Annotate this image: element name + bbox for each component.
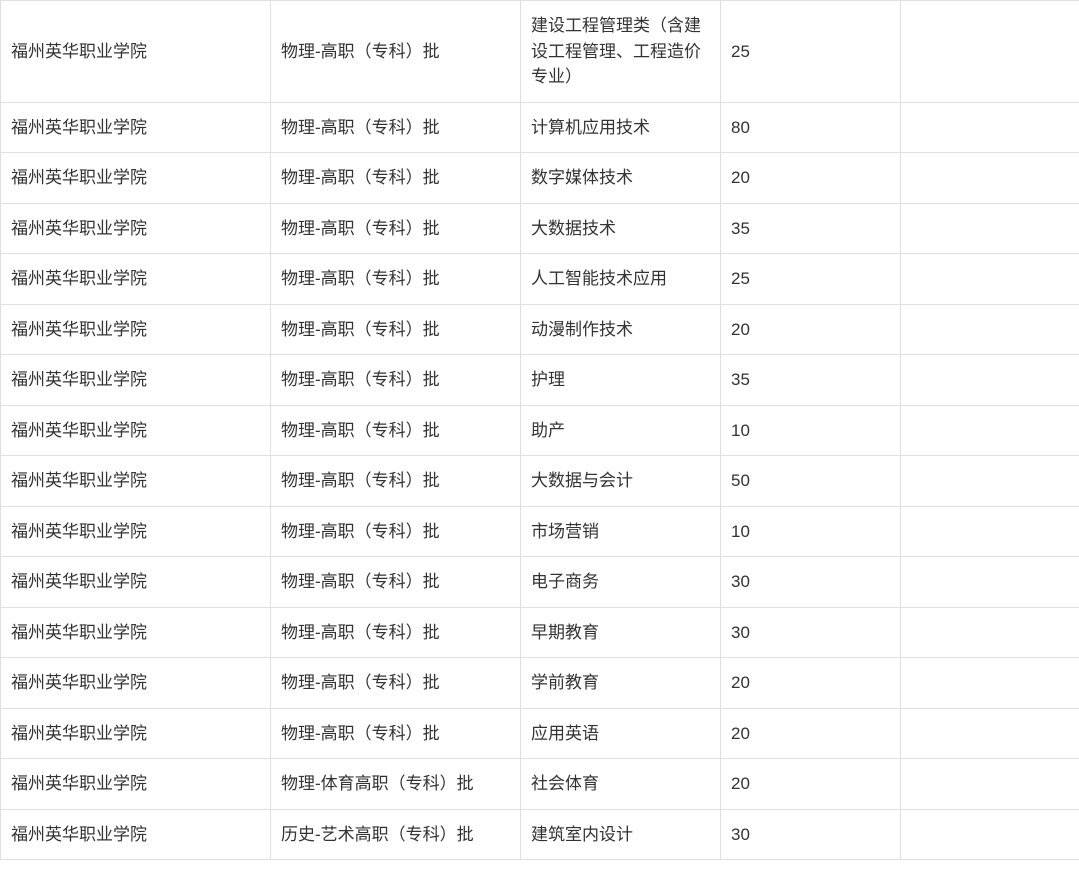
table-row: 福州英华职业学院物理-高职（专科）批计算机应用技术80 — [1, 102, 1079, 153]
cell-quota: 30 — [721, 607, 901, 658]
cell-batch: 物理-高职（专科）批 — [271, 607, 521, 658]
cell-quota: 35 — [721, 355, 901, 406]
table-row: 福州英华职业学院物理-高职（专科）批学前教育20 — [1, 658, 1079, 709]
cell-remark — [901, 203, 1079, 254]
cell-quota: 25 — [721, 254, 901, 305]
cell-major: 建设工程管理类（含建设工程管理、工程造价专业） — [521, 1, 721, 103]
cell-quota: 20 — [721, 304, 901, 355]
cell-batch: 物理-高职（专科）批 — [271, 304, 521, 355]
cell-school: 福州英华职业学院 — [1, 658, 271, 709]
cell-batch: 物理-高职（专科）批 — [271, 405, 521, 456]
cell-major: 护理 — [521, 355, 721, 406]
cell-school: 福州英华职业学院 — [1, 153, 271, 204]
cell-remark — [901, 456, 1079, 507]
cell-remark — [901, 153, 1079, 204]
table-row: 福州英华职业学院物理-高职（专科）批动漫制作技术20 — [1, 304, 1079, 355]
cell-remark — [901, 506, 1079, 557]
cell-batch: 物理-高职（专科）批 — [271, 456, 521, 507]
table-row: 福州英华职业学院物理-高职（专科）批大数据与会计50 — [1, 456, 1079, 507]
cell-school: 福州英华职业学院 — [1, 355, 271, 406]
cell-batch: 物理-高职（专科）批 — [271, 254, 521, 305]
cell-quota: 20 — [721, 708, 901, 759]
cell-batch: 物理-高职（专科）批 — [271, 355, 521, 406]
cell-remark — [901, 809, 1079, 860]
table-row: 福州英华职业学院物理-高职（专科）批助产10 — [1, 405, 1079, 456]
table-row: 福州英华职业学院历史-艺术高职（专科）批建筑室内设计30 — [1, 809, 1079, 860]
table-row: 福州英华职业学院物理-高职（专科）批早期教育30 — [1, 607, 1079, 658]
cell-batch: 物理-高职（专科）批 — [271, 153, 521, 204]
cell-remark — [901, 304, 1079, 355]
cell-remark — [901, 355, 1079, 406]
cell-major: 应用英语 — [521, 708, 721, 759]
cell-major: 建筑室内设计 — [521, 809, 721, 860]
cell-school: 福州英华职业学院 — [1, 708, 271, 759]
cell-remark — [901, 1, 1079, 103]
cell-remark — [901, 607, 1079, 658]
cell-school: 福州英华职业学院 — [1, 557, 271, 608]
cell-major: 社会体育 — [521, 759, 721, 810]
cell-major: 大数据与会计 — [521, 456, 721, 507]
cell-quota: 25 — [721, 1, 901, 103]
table-row: 福州英华职业学院物理-高职（专科）批建设工程管理类（含建设工程管理、工程造价专业… — [1, 1, 1079, 103]
cell-remark — [901, 102, 1079, 153]
cell-quota: 35 — [721, 203, 901, 254]
cell-quota: 20 — [721, 153, 901, 204]
cell-batch: 物理-高职（专科）批 — [271, 658, 521, 709]
cell-major: 人工智能技术应用 — [521, 254, 721, 305]
table-row: 福州英华职业学院物理-高职（专科）批护理35 — [1, 355, 1079, 406]
cell-quota: 10 — [721, 405, 901, 456]
cell-batch: 物理-体育高职（专科）批 — [271, 759, 521, 810]
cell-major: 学前教育 — [521, 658, 721, 709]
table-row: 福州英华职业学院物理-高职（专科）批大数据技术35 — [1, 203, 1079, 254]
table-row: 福州英华职业学院物理-高职（专科）批市场营销10 — [1, 506, 1079, 557]
cell-quota: 30 — [721, 809, 901, 860]
cell-school: 福州英华职业学院 — [1, 203, 271, 254]
cell-batch: 物理-高职（专科）批 — [271, 102, 521, 153]
cell-school: 福州英华职业学院 — [1, 254, 271, 305]
cell-batch: 物理-高职（专科）批 — [271, 708, 521, 759]
cell-major: 市场营销 — [521, 506, 721, 557]
cell-remark — [901, 254, 1079, 305]
cell-major: 计算机应用技术 — [521, 102, 721, 153]
cell-quota: 10 — [721, 506, 901, 557]
cell-school: 福州英华职业学院 — [1, 759, 271, 810]
cell-remark — [901, 708, 1079, 759]
table-row: 福州英华职业学院物理-高职（专科）批人工智能技术应用25 — [1, 254, 1079, 305]
cell-quota: 80 — [721, 102, 901, 153]
cell-major: 大数据技术 — [521, 203, 721, 254]
cell-batch: 物理-高职（专科）批 — [271, 203, 521, 254]
cell-remark — [901, 405, 1079, 456]
cell-batch: 物理-高职（专科）批 — [271, 506, 521, 557]
cell-school: 福州英华职业学院 — [1, 809, 271, 860]
cell-major: 早期教育 — [521, 607, 721, 658]
cell-quota: 50 — [721, 456, 901, 507]
cell-remark — [901, 759, 1079, 810]
cell-major: 数字媒体技术 — [521, 153, 721, 204]
cell-school: 福州英华职业学院 — [1, 102, 271, 153]
cell-quota: 20 — [721, 759, 901, 810]
cell-batch: 物理-高职（专科）批 — [271, 1, 521, 103]
cell-school: 福州英华职业学院 — [1, 456, 271, 507]
cell-school: 福州英华职业学院 — [1, 304, 271, 355]
cell-quota: 20 — [721, 658, 901, 709]
cell-quota: 30 — [721, 557, 901, 608]
cell-batch: 物理-高职（专科）批 — [271, 557, 521, 608]
cell-major: 动漫制作技术 — [521, 304, 721, 355]
cell-major: 电子商务 — [521, 557, 721, 608]
cell-school: 福州英华职业学院 — [1, 506, 271, 557]
table-row: 福州英华职业学院物理-高职（专科）批数字媒体技术20 — [1, 153, 1079, 204]
cell-remark — [901, 658, 1079, 709]
cell-remark — [901, 557, 1079, 608]
cell-school: 福州英华职业学院 — [1, 405, 271, 456]
table-row: 福州英华职业学院物理-高职（专科）批电子商务30 — [1, 557, 1079, 608]
cell-school: 福州英华职业学院 — [1, 1, 271, 103]
cell-school: 福州英华职业学院 — [1, 607, 271, 658]
table-row: 福州英华职业学院物理-高职（专科）批应用英语20 — [1, 708, 1079, 759]
cell-batch: 历史-艺术高职（专科）批 — [271, 809, 521, 860]
enrollment-table: 福州英华职业学院物理-高职（专科）批建设工程管理类（含建设工程管理、工程造价专业… — [0, 0, 1079, 860]
cell-major: 助产 — [521, 405, 721, 456]
table-row: 福州英华职业学院物理-体育高职（专科）批社会体育20 — [1, 759, 1079, 810]
